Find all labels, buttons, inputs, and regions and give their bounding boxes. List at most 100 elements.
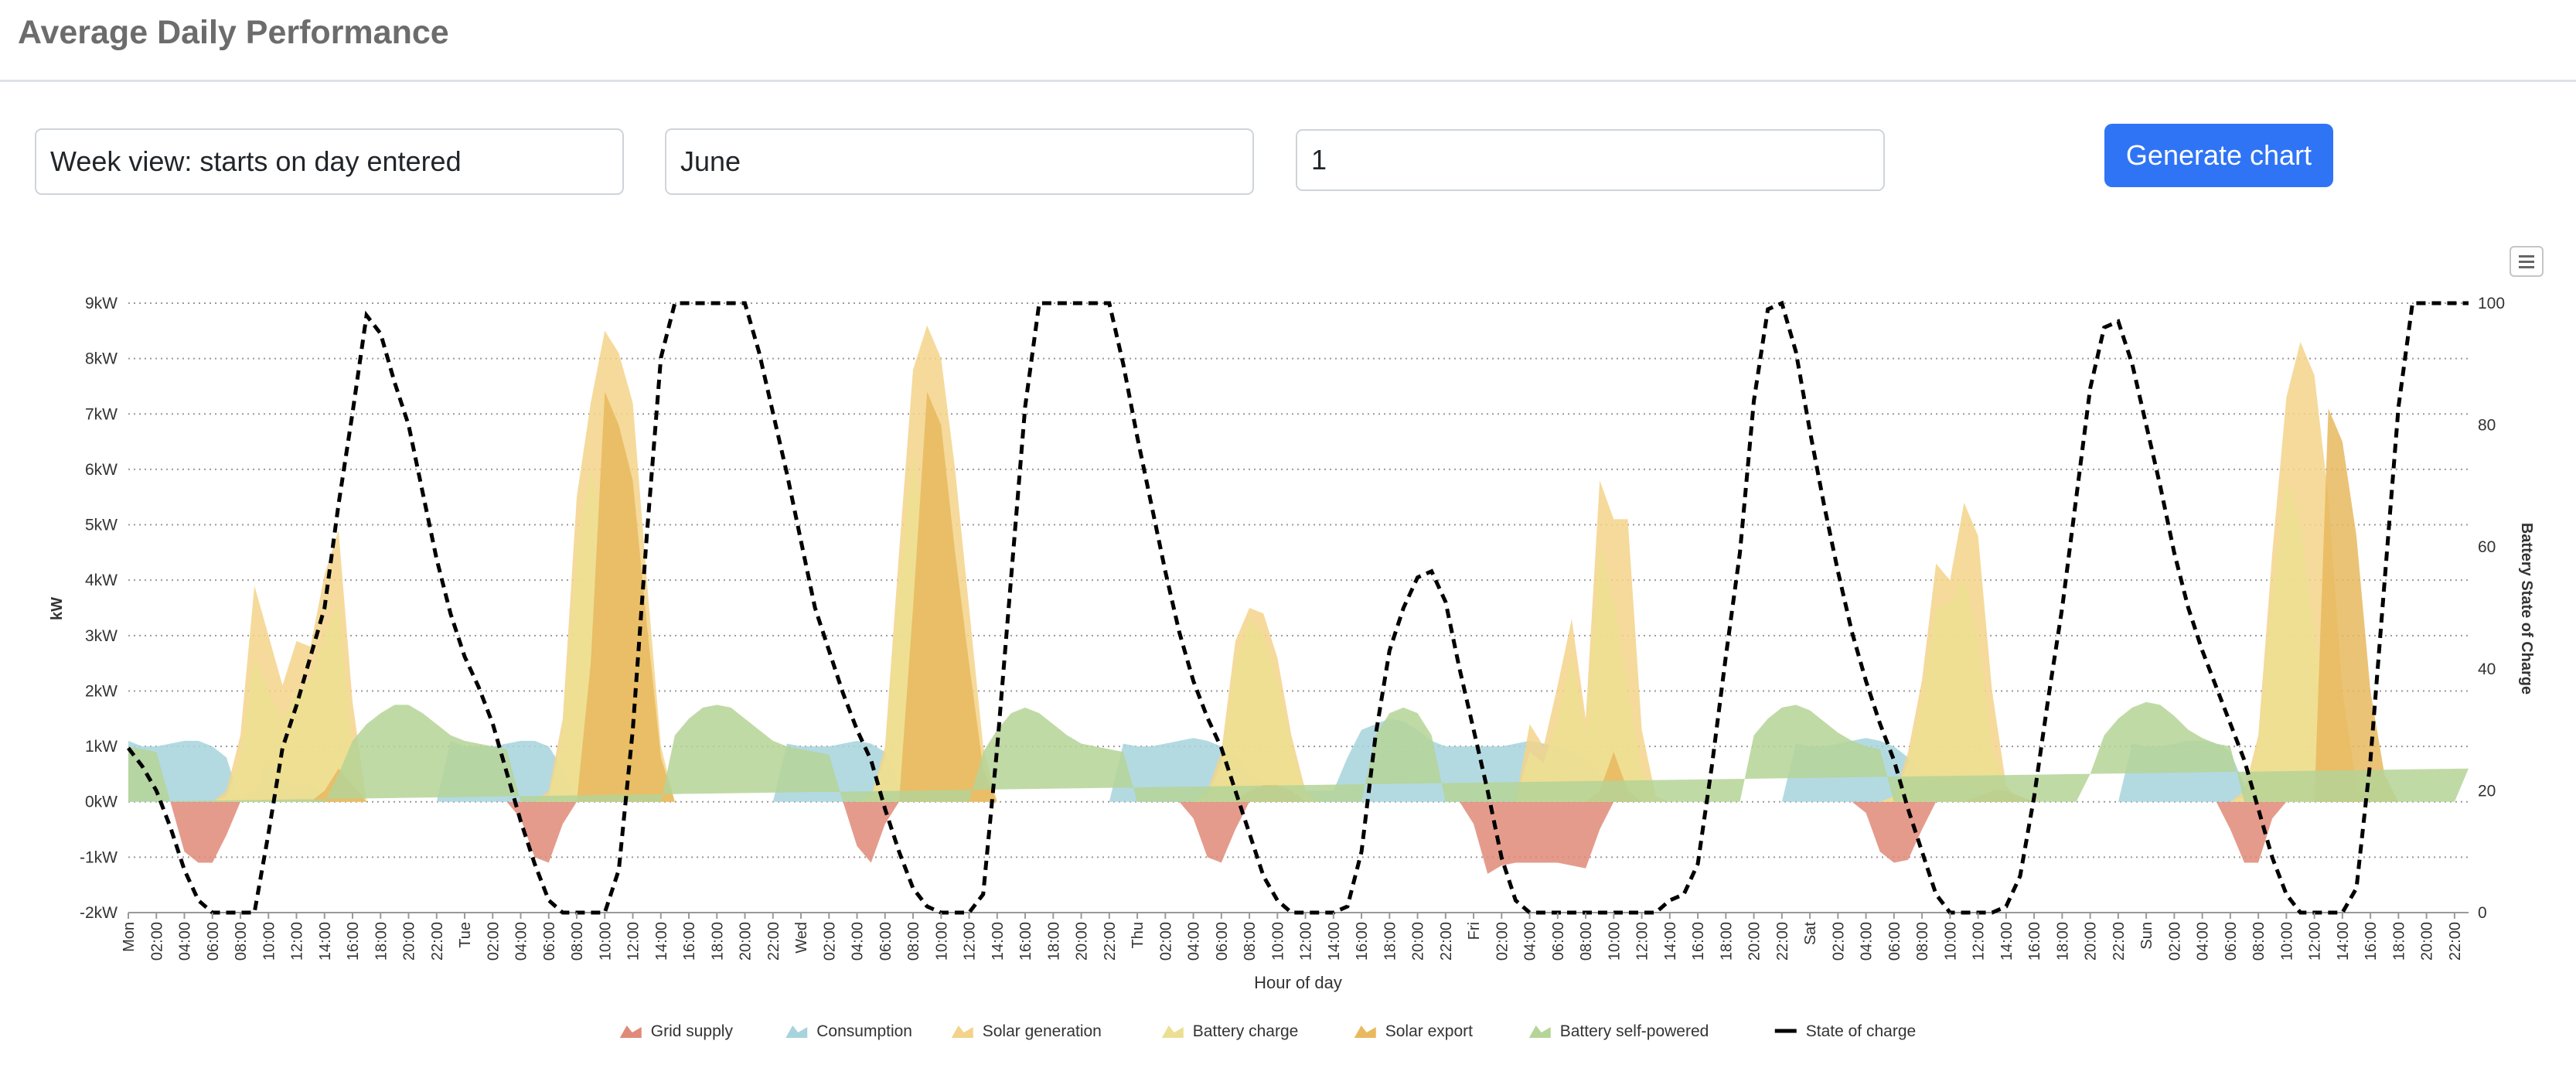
month-select[interactable]: June bbox=[665, 128, 1254, 195]
x-tick-label: 04:00 bbox=[2195, 922, 2212, 961]
x-axis-title: Hour of day bbox=[1254, 973, 1342, 992]
x-tick-label: 18:00 bbox=[373, 922, 390, 961]
legend-item: State of charge bbox=[1774, 1022, 1916, 1040]
x-tick-label: 08:00 bbox=[1242, 922, 1259, 961]
y-tick-label: 9kW bbox=[85, 295, 118, 312]
x-tick-label: 14:00 bbox=[2335, 922, 2352, 961]
x-tick-label: 10:00 bbox=[597, 922, 614, 961]
x-tick-label: 06:00 bbox=[541, 922, 558, 961]
y-tick-label: 1kW bbox=[85, 738, 118, 756]
y2-tick-label: 0 bbox=[2478, 904, 2487, 922]
x-tick-label: 14:00 bbox=[1998, 922, 2015, 961]
x-tick-label: 06:00 bbox=[1886, 922, 1903, 961]
legend-swatch bbox=[951, 1026, 973, 1038]
legend-swatch bbox=[785, 1026, 808, 1038]
x-tick-label: 08:00 bbox=[1578, 922, 1595, 961]
x-tick-label: 20:00 bbox=[1410, 922, 1427, 961]
legend-label: State of charge bbox=[1806, 1022, 1916, 1040]
area-consumption bbox=[128, 718, 2469, 802]
x-tick-label: 14:00 bbox=[317, 922, 334, 961]
x-tick-label: 22:00 bbox=[2447, 922, 2464, 961]
legend-item: Solar generation bbox=[951, 1022, 1102, 1040]
legend-label: Solar export bbox=[1385, 1022, 1473, 1040]
y-axis-title: kW bbox=[49, 597, 66, 620]
x-tick-label: 02:00 bbox=[485, 922, 502, 961]
day-input[interactable]: 1 bbox=[1296, 129, 1885, 191]
x-tick-label: 02:00 bbox=[1157, 922, 1174, 961]
y-tick-label: 4kW bbox=[85, 572, 118, 589]
y2-tick-label: 20 bbox=[2478, 782, 2496, 800]
x-tick-label: 04:00 bbox=[850, 922, 867, 961]
x-tick-label: 14:00 bbox=[1662, 922, 1679, 961]
y-tick-label: 2kW bbox=[85, 682, 118, 700]
x-tick-label: Thu bbox=[1130, 922, 1147, 948]
page-header: Average Daily Performance bbox=[0, 0, 2576, 82]
x-tick-label: 02:00 bbox=[821, 922, 838, 961]
x-tick-label: 04:00 bbox=[1859, 922, 1876, 961]
x-tick-label: 10:00 bbox=[2278, 922, 2295, 961]
area-series bbox=[128, 325, 2469, 874]
legend-swatch bbox=[1161, 1026, 1184, 1038]
view-select-value: Week view: starts on day entered bbox=[50, 145, 462, 177]
x-tick-label: 06:00 bbox=[1214, 922, 1231, 961]
legend-item: Battery charge bbox=[1161, 1022, 1299, 1040]
y-tick-label: 8kW bbox=[85, 350, 118, 368]
legend-swatch bbox=[1528, 1026, 1551, 1038]
x-tick-label: 20:00 bbox=[738, 922, 755, 961]
legend-item: Grid supply bbox=[619, 1022, 733, 1040]
x-tick-label: 14:00 bbox=[1326, 922, 1343, 961]
x-tick-label: 16:00 bbox=[345, 922, 362, 961]
y2-axis-title: Battery State of Charge bbox=[2518, 523, 2535, 694]
x-tick-label: 06:00 bbox=[1550, 922, 1567, 961]
x-tick-label: 18:00 bbox=[2054, 922, 2071, 961]
axes: kW Battery State of Charge Hour of day -… bbox=[49, 295, 2535, 992]
x-tick-label: 16:00 bbox=[1690, 922, 1707, 961]
legend-label: Battery charge bbox=[1193, 1022, 1299, 1040]
x-tick-label: Sun bbox=[2138, 922, 2155, 950]
area-solar-export bbox=[128, 391, 2469, 802]
x-tick-label: 08:00 bbox=[1914, 922, 1931, 961]
x-tick-label: 22:00 bbox=[1438, 922, 1455, 961]
x-tick-label: 22:00 bbox=[1102, 922, 1119, 961]
x-tick-label: 02:00 bbox=[2166, 922, 2183, 961]
legend-item: Battery self-powered bbox=[1528, 1022, 1709, 1040]
x-tick-label: 04:00 bbox=[177, 922, 194, 961]
x-tick-label: 12:00 bbox=[1634, 922, 1651, 961]
x-tick-label: 18:00 bbox=[2390, 922, 2407, 961]
x-tick-label: 02:00 bbox=[1494, 922, 1511, 961]
line-series bbox=[127, 300, 2469, 915]
x-tick-label: 02:00 bbox=[1830, 922, 1847, 961]
x-tick-label: 08:00 bbox=[905, 922, 922, 961]
x-tick-label: 10:00 bbox=[261, 922, 278, 961]
y-tick-label: 6kW bbox=[85, 461, 118, 479]
y-tick-label: -1kW bbox=[80, 848, 118, 866]
x-tick-label: 12:00 bbox=[1971, 922, 1988, 961]
x-tick-label: Mon bbox=[121, 922, 138, 952]
x-tick-label: Sat bbox=[1802, 922, 1819, 945]
x-tick-label: 14:00 bbox=[653, 922, 670, 961]
x-tick-label: 08:00 bbox=[569, 922, 586, 961]
x-tick-label: 20:00 bbox=[401, 922, 418, 961]
y-tick-label: 7kW bbox=[85, 405, 118, 423]
x-tick-label: 08:00 bbox=[233, 922, 250, 961]
page-title: Average Daily Performance bbox=[18, 14, 449, 51]
x-tick-label: 10:00 bbox=[933, 922, 950, 961]
x-tick-label: 22:00 bbox=[1774, 922, 1791, 961]
y2-tick-label: 40 bbox=[2478, 660, 2496, 678]
area-battery-self-powered bbox=[128, 701, 2469, 802]
x-tick-label: 12:00 bbox=[2307, 922, 2324, 961]
view-select[interactable]: Week view: starts on day entered bbox=[35, 128, 624, 195]
chart-menu-icon[interactable] bbox=[2510, 246, 2544, 277]
legend-swatch bbox=[619, 1026, 642, 1038]
x-tick-label: 10:00 bbox=[1269, 922, 1286, 961]
x-tick-label: 20:00 bbox=[2083, 922, 2100, 961]
y2-tick-label: 60 bbox=[2478, 538, 2496, 556]
x-tick-label: 18:00 bbox=[1718, 922, 1735, 961]
legend-label: Consumption bbox=[816, 1022, 912, 1040]
legend-swatch bbox=[1354, 1026, 1376, 1038]
legend-label: Solar generation bbox=[983, 1022, 1102, 1040]
x-tick-label: 14:00 bbox=[990, 922, 1007, 961]
x-tick-label: Wed bbox=[793, 922, 810, 954]
generate-chart-button[interactable]: Generate chart bbox=[2104, 124, 2333, 187]
